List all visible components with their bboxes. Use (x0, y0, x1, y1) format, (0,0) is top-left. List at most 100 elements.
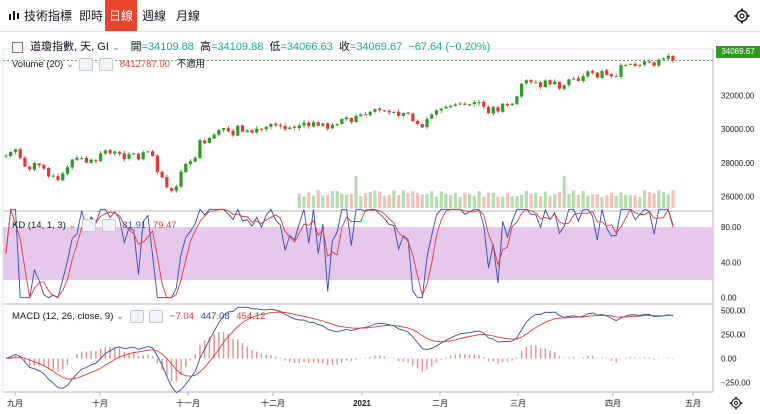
candle-body (363, 114, 368, 116)
volume-bar (420, 194, 424, 208)
tab-weekly[interactable]: 週線 (141, 9, 166, 23)
candle-body (477, 102, 481, 104)
symbol-label[interactable]: 道瓊指數, 天, GI (30, 41, 109, 53)
volume-bar (501, 196, 505, 208)
kd-label[interactable]: KD (14, 1, 3) (12, 220, 66, 232)
kd-legend: KD (14, 1, 3) ⌄ 81.91 79.47 (12, 219, 177, 232)
candle-body (311, 122, 316, 127)
candle-body (316, 122, 320, 126)
candle-body (65, 167, 70, 174)
kd-d-value: 79.47 (152, 220, 177, 232)
volume-bar (638, 196, 642, 208)
volume-label[interactable]: Volume (20) (12, 59, 64, 70)
x-tick-label: 十月 (92, 398, 108, 408)
candle-body (151, 151, 155, 157)
candle-body (132, 153, 136, 155)
volume-bar (562, 175, 566, 208)
low-value: =34066.63 (280, 41, 333, 53)
chevron-down-icon[interactable]: ⌄ (65, 59, 74, 70)
candle-body (28, 166, 32, 170)
candle-body (415, 120, 420, 124)
macd-signal-line (5, 311, 674, 380)
candle-body (264, 126, 268, 130)
candle-body (638, 64, 642, 66)
candle-body (18, 149, 22, 159)
settings-icon[interactable] (82, 219, 97, 232)
tab-daily[interactable]: 日線 (105, 0, 137, 31)
settings-gear-icon[interactable] (734, 8, 750, 24)
volume-bar (472, 195, 476, 208)
volume-bar (529, 193, 533, 208)
close-icon[interactable] (99, 57, 114, 71)
candle-body (628, 63, 633, 65)
y-tick-label: 32000.00 (721, 91, 755, 100)
volume-bar (392, 190, 396, 208)
macd-panel (5, 306, 674, 394)
candle-body (278, 125, 282, 127)
candle-body (359, 114, 363, 117)
candle-body (344, 117, 349, 120)
x-tick-label: 五月 (685, 399, 701, 408)
y-tick-label: 28000.00 (721, 159, 755, 168)
volume-bar (671, 190, 675, 208)
x-tick-label: 2021 (353, 399, 371, 408)
candle-body (13, 149, 18, 152)
chevron-down-icon[interactable]: ⌄ (68, 220, 77, 232)
collapse-icon[interactable] (12, 41, 23, 53)
macd-hist-value: −7.04 (169, 311, 194, 323)
candle-body (652, 62, 656, 66)
volume-bar (307, 192, 311, 208)
kd-k-line (5, 208, 674, 299)
kd-k-value: 81.91 (122, 220, 147, 232)
x-tick-label: 十一月 (176, 398, 200, 408)
settings-icon[interactable] (129, 310, 144, 323)
candle-body (46, 167, 51, 177)
candle-body (368, 111, 372, 116)
candle-body (548, 80, 552, 85)
candle-body (482, 101, 486, 107)
tab-monthly[interactable]: 月線 (175, 9, 200, 23)
chevron-down-icon[interactable]: ⌄ (111, 42, 120, 52)
candle-body (562, 85, 566, 89)
candle-body (430, 114, 434, 119)
close-icon[interactable] (101, 219, 116, 232)
candle-body (491, 106, 495, 114)
candle-body (103, 150, 107, 154)
volume-bar (666, 194, 670, 208)
settings-icon[interactable] (79, 57, 94, 71)
last-price-tag: 34069.67 (716, 46, 760, 58)
candle-body (61, 173, 65, 181)
candle-body (439, 108, 443, 111)
candle-body (155, 155, 159, 172)
candle-body (292, 126, 297, 128)
candle-body (624, 64, 628, 66)
candle-body (113, 151, 117, 154)
candle-body (330, 124, 335, 129)
tab-realtime[interactable]: 即時 (78, 9, 103, 23)
close-icon[interactable] (149, 310, 164, 323)
volume-bar (633, 195, 637, 208)
candle-body (349, 118, 353, 123)
volume-bar (510, 196, 514, 208)
volume-bars (297, 175, 675, 208)
volume-bar (354, 176, 358, 208)
volume-bar (534, 192, 538, 208)
candle-body (543, 80, 547, 88)
candle-body (335, 124, 339, 126)
candle-body (203, 140, 207, 144)
candle-body (529, 80, 533, 83)
candle-body (146, 151, 150, 153)
volume-bar (538, 196, 543, 208)
candle-body (136, 153, 141, 160)
volume-bar (520, 194, 524, 208)
change-value: −67.64 (−0.20%) (408, 41, 491, 53)
candle-body (51, 175, 55, 177)
volume-bar (449, 195, 453, 208)
chevron-down-icon[interactable]: ⌄ (116, 311, 124, 323)
x-tick-label: 二月 (432, 399, 448, 408)
volume-bar (406, 193, 410, 208)
tech-indicator-button[interactable]: 技術指標 (24, 9, 73, 23)
axis-settings-icon[interactable] (729, 396, 743, 410)
macd-label[interactable]: MACD (12, 26, close, 9) (12, 311, 114, 323)
